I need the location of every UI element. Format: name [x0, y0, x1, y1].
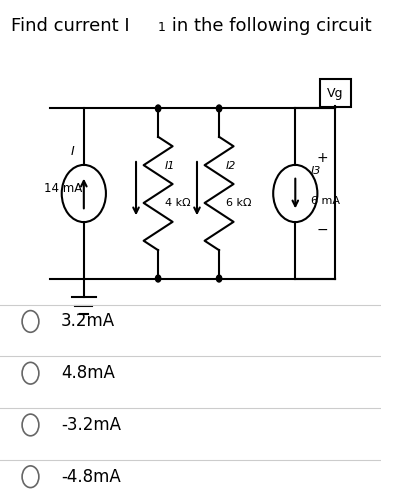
- Circle shape: [216, 105, 222, 112]
- Text: I3: I3: [310, 166, 321, 176]
- Text: I: I: [71, 144, 74, 157]
- Circle shape: [155, 105, 161, 112]
- Circle shape: [216, 275, 222, 282]
- Text: 4 kΩ: 4 kΩ: [165, 198, 191, 209]
- FancyBboxPatch shape: [320, 79, 351, 107]
- Text: -3.2mA: -3.2mA: [61, 416, 121, 434]
- Text: 14 mA: 14 mA: [44, 182, 82, 195]
- Text: 3.2mA: 3.2mA: [61, 313, 115, 330]
- Text: in the following circuit: in the following circuit: [166, 17, 371, 35]
- Text: +: +: [316, 150, 328, 165]
- Text: Vg: Vg: [327, 87, 344, 100]
- Text: 1: 1: [158, 21, 166, 34]
- Text: I1: I1: [165, 161, 175, 172]
- Text: Find current I: Find current I: [11, 17, 130, 35]
- Text: 4.8mA: 4.8mA: [61, 364, 115, 382]
- Text: -4.8mA: -4.8mA: [61, 468, 121, 486]
- Text: I2: I2: [226, 161, 236, 172]
- Text: −: −: [316, 222, 328, 237]
- Text: 6 mA: 6 mA: [310, 196, 339, 206]
- Text: 6 kΩ: 6 kΩ: [226, 198, 251, 209]
- Circle shape: [155, 275, 161, 282]
